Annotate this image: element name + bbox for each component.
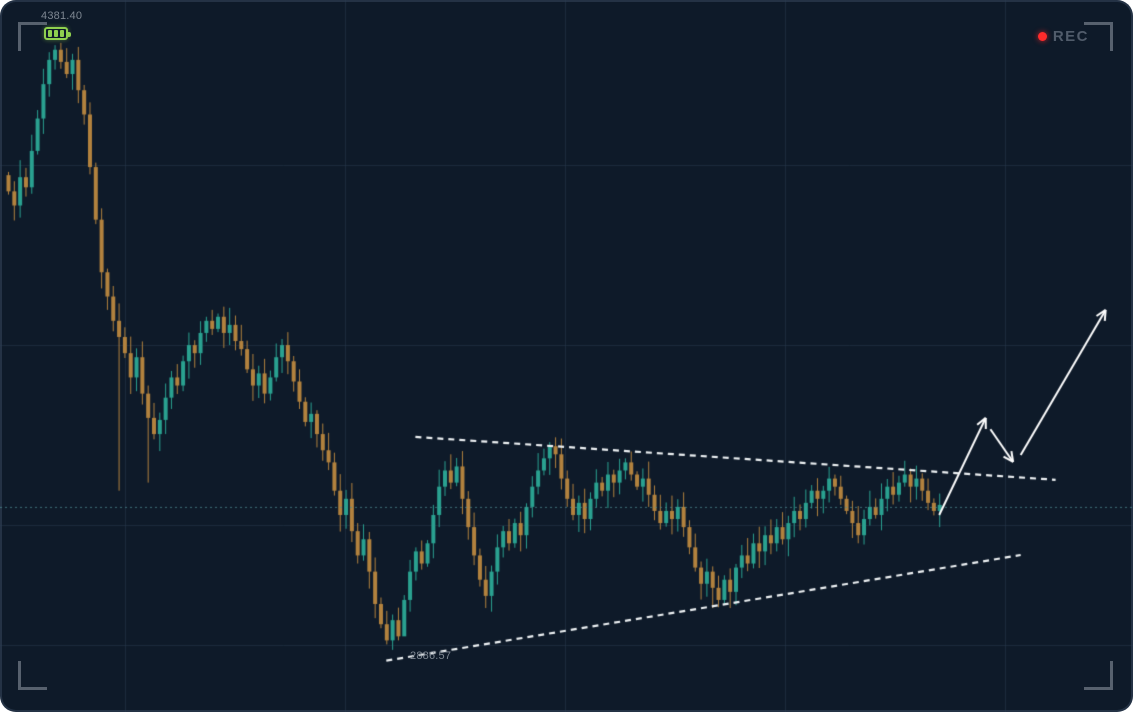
candlestick-chart[interactable] bbox=[0, 0, 1133, 712]
chart-frame: 4381.40 2886.57 REC bbox=[0, 0, 1133, 712]
